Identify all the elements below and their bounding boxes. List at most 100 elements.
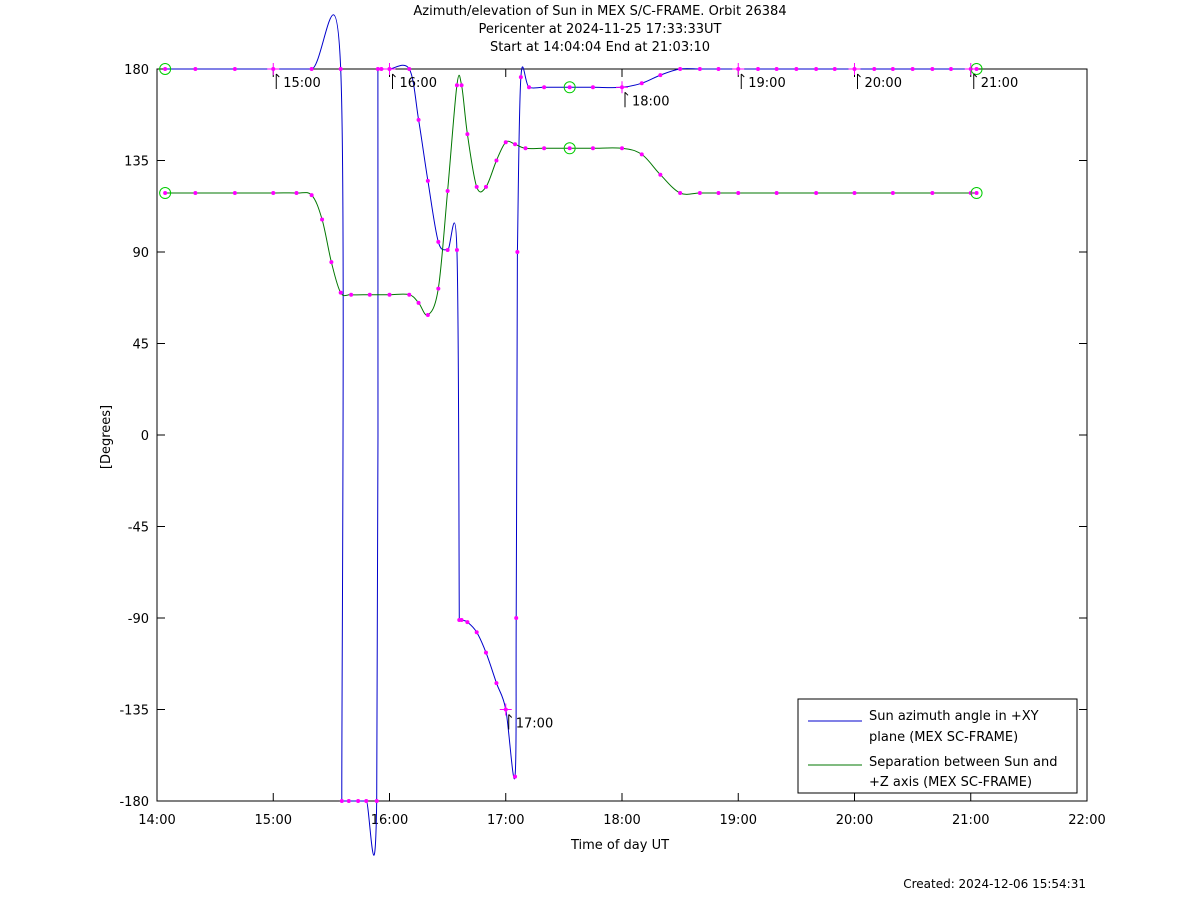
data-point-separation <box>320 217 325 222</box>
data-point-separation <box>193 191 198 196</box>
data-point-separation <box>329 260 334 265</box>
data-point-separation <box>367 292 372 297</box>
legend-label-separation-line2: +Z axis (MEX SC-FRAME) <box>869 775 1032 790</box>
y-tick-label: 0 <box>141 429 149 444</box>
data-point-separation <box>503 140 508 145</box>
y-tick-label: 180 <box>124 63 149 78</box>
data-point-separation <box>716 191 721 196</box>
data-point-azimuth <box>339 799 344 803</box>
data-point-azimuth <box>542 85 547 90</box>
hour-annotation-label: 20:00 <box>865 76 902 91</box>
data-point-azimuth <box>436 239 441 244</box>
endpoint-circle-marker <box>159 187 172 200</box>
data-point-separation <box>678 191 683 196</box>
data-point-separation <box>639 152 644 157</box>
legend-label-azimuth-line2: plane (MEX SC-FRAME) <box>869 730 1018 745</box>
data-point-azimuth <box>774 67 779 71</box>
data-point-separation <box>483 184 488 189</box>
data-point-separation <box>387 292 392 297</box>
x-tick-label: 18:00 <box>603 813 640 828</box>
hour-annotation-label: 19:00 <box>748 76 785 91</box>
endpoint-circle-marker <box>159 63 172 75</box>
endpoint-circle-marker <box>563 81 576 94</box>
data-point-separation <box>658 172 663 177</box>
hour-annotation-label: 21:00 <box>981 76 1018 91</box>
data-point-azimuth <box>930 67 935 71</box>
data-point-separation <box>590 146 595 151</box>
data-point-separation <box>232 191 237 196</box>
data-point-azimuth <box>346 799 351 803</box>
data-point-azimuth <box>459 618 464 623</box>
data-point-separation <box>513 142 518 147</box>
data-point-separation <box>774 191 779 196</box>
data-point-separation <box>349 292 354 297</box>
x-tick-label: 16:00 <box>371 813 408 828</box>
data-point-azimuth <box>416 117 421 122</box>
x-tick-label: 15:00 <box>255 813 292 828</box>
x-tick-label: 19:00 <box>720 813 757 828</box>
data-point-azimuth <box>890 67 895 71</box>
data-point-separation <box>620 146 624 151</box>
x-tick-label: 22:00 <box>1068 813 1105 828</box>
y-tick-label: -135 <box>119 704 149 719</box>
hour-annotation-label: 15:00 <box>283 76 320 91</box>
hour-annotation-label: 18:00 <box>632 94 669 109</box>
data-point-azimuth <box>454 247 459 252</box>
data-point-azimuth <box>309 67 314 71</box>
chart-title: Azimuth/elevation of Sun in MEX S/C-FRAM… <box>413 4 787 19</box>
data-point-azimuth <box>716 67 721 71</box>
x-tick-label: 14:00 <box>138 813 175 828</box>
data-point-azimuth <box>527 85 531 90</box>
data-point-separation <box>271 191 276 196</box>
x-tick-label: 20:00 <box>836 813 873 828</box>
hour-pointer-head <box>740 73 745 78</box>
data-point-azimuth <box>948 67 953 71</box>
data-point-separation <box>338 290 343 295</box>
plot-frame-layer: 14:00 15:00 16:00 17:00 18:00 19:00 20:00 21:00… <box>119 63 1105 828</box>
data-point-separation <box>459 83 464 88</box>
y-tick-label: 45 <box>132 338 149 353</box>
time-span-subtitle: Start at 14:04:04 End at 21:03:10 <box>489 40 711 55</box>
hour-pointer-head <box>275 73 280 78</box>
data-point-azimuth <box>375 67 380 71</box>
data-point-azimuth <box>518 75 523 80</box>
y-tick-label: 90 <box>132 246 149 261</box>
data-point-azimuth <box>407 67 412 71</box>
data-point-azimuth <box>379 67 384 71</box>
data-point-azimuth <box>483 650 488 655</box>
data-point-separation <box>974 191 979 196</box>
data-point-azimuth <box>465 620 470 625</box>
marker-layer <box>159 63 983 803</box>
data-point-azimuth <box>515 250 520 254</box>
data-point-separation <box>416 300 421 305</box>
data-point-azimuth <box>232 67 237 71</box>
x-tick-label: 21:00 <box>952 813 989 828</box>
y-tick-label: -180 <box>119 795 149 810</box>
data-point-separation <box>494 158 499 163</box>
data-point-azimuth <box>590 85 595 90</box>
data-point-separation <box>436 286 441 291</box>
data-point-separation <box>474 184 479 189</box>
pericenter-subtitle: Pericenter at 2024-11-25 17:33:33UT <box>478 22 722 37</box>
hour-annotation-layer: 15:00 16:00 17:00 18:00 19:00 20:00 21:00 <box>267 63 1018 732</box>
data-point-azimuth <box>163 67 168 71</box>
legend-box <box>797 698 1078 794</box>
data-point-separation <box>294 191 299 196</box>
created-timestamp: Created: 2024-12-06 15:54:31 <box>903 877 1086 891</box>
data-point-separation <box>407 292 412 297</box>
data-point-azimuth <box>756 67 761 71</box>
endpoint-circle-marker <box>563 142 576 155</box>
data-point-azimuth <box>832 67 837 71</box>
legend-label-separation-line1: Separation between Sun and <box>869 755 1057 770</box>
data-point-azimuth <box>910 67 915 71</box>
data-point-azimuth <box>356 799 361 803</box>
data-point-separation <box>425 313 430 318</box>
data-point-separation <box>736 191 741 196</box>
data-point-azimuth <box>658 73 663 78</box>
data-point-azimuth <box>425 178 430 183</box>
data-point-azimuth <box>514 616 519 620</box>
hour-pointer-head <box>973 73 978 78</box>
data-point-azimuth <box>639 81 644 86</box>
data-point-azimuth <box>697 67 702 71</box>
x-tick-label: 17:00 <box>487 813 524 828</box>
